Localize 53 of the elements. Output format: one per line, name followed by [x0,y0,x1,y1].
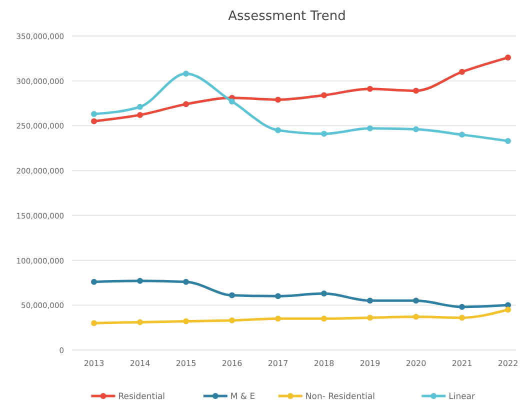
x-tick-label: 2022 [498,359,518,368]
point [137,112,143,118]
point [505,54,511,61]
point [137,278,143,284]
point [367,314,373,321]
point [275,316,281,322]
point [459,132,465,138]
legend-label: Non- Residential [305,392,375,402]
point [91,111,97,118]
x-tick-label: 2017 [268,359,288,368]
point [321,130,327,137]
point [367,125,373,132]
chart-title: Assessment Trend [228,9,346,24]
point [137,319,143,326]
point [91,320,97,326]
point [413,298,419,304]
x-tick-label: 2016 [222,359,242,368]
point [183,101,189,108]
point [275,293,281,300]
point [321,290,327,296]
point [183,278,189,285]
point [367,86,373,92]
point [91,278,97,285]
point [413,88,419,94]
point [413,314,419,320]
point [275,96,281,103]
point [321,92,327,98]
point [229,292,235,298]
point [459,314,465,321]
point [183,70,189,77]
x-tick-label: 2015 [176,359,196,368]
point [459,304,465,310]
point [229,317,235,324]
point [505,138,511,144]
point [459,68,465,75]
x-tick-label: 2020 [406,359,426,368]
x-tick-label: 2019 [360,359,380,368]
point [367,298,373,304]
point [183,318,189,324]
x-tick-label: 2013 [84,359,104,368]
point [91,118,97,124]
point [137,104,143,110]
x-tick-label: 2014 [130,359,150,368]
legend-label: Linear [448,392,476,402]
point [229,98,235,104]
x-tick-label: 2018 [314,359,334,368]
legend-label: Residential [118,392,166,402]
point [413,126,419,132]
legend-label: M & E [230,392,256,402]
point [321,316,327,322]
point [275,127,281,134]
x-tick-label: 2021 [452,359,472,368]
point [505,306,511,313]
